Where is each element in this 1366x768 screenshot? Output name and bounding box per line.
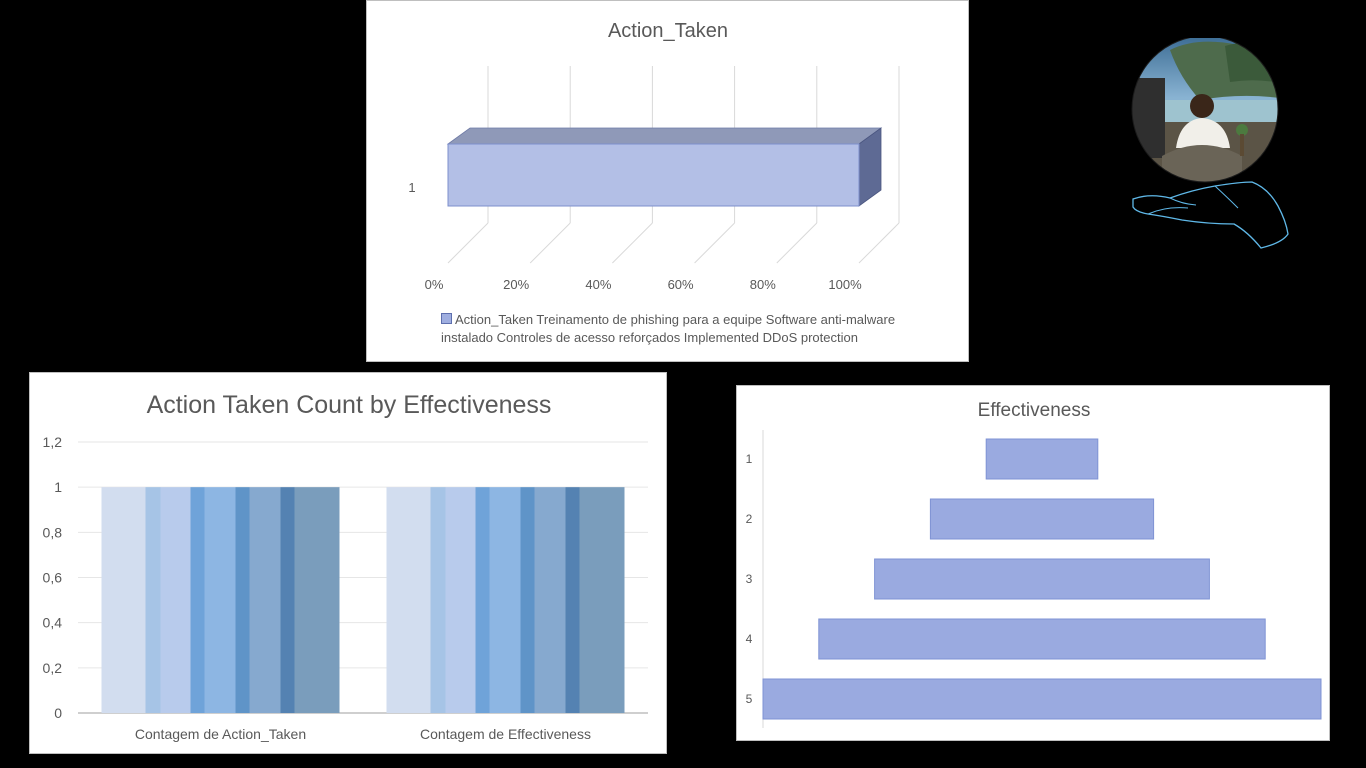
bar bbox=[445, 487, 476, 713]
effectiveness-funnel-chart-canvas: Effectiveness 1 2 3 4 5 bbox=[746, 400, 1322, 728]
effectiveness-count-chart-canvas: Action Taken Count by Effectiveness 0 0,2… bbox=[43, 391, 648, 742]
action-taken-chart-canvas: Action_Taken 0% 20% 40% 60% 80% 100% 1 bbox=[408, 20, 900, 292]
chart-title: Effectiveness bbox=[978, 400, 1091, 421]
x-tick-label: 40% bbox=[585, 277, 611, 292]
bar bbox=[386, 487, 431, 713]
avatar-photo bbox=[1132, 38, 1278, 182]
gridline bbox=[858, 222, 900, 264]
funnel-bar bbox=[929, 498, 1155, 540]
bar bbox=[475, 487, 490, 713]
bar bbox=[579, 487, 625, 713]
bar-top-face bbox=[446, 127, 883, 145]
gridline bbox=[529, 222, 571, 264]
x-category-label: Contagem de Effectiveness bbox=[420, 726, 591, 742]
bar bbox=[447, 143, 860, 207]
category-label: 5 bbox=[746, 692, 753, 706]
y-tick-label: 1 bbox=[54, 479, 62, 495]
x-category-label: Contagem de Action_Taken bbox=[135, 726, 306, 742]
funnel-bar bbox=[818, 618, 1266, 660]
y-tick-label: 0,8 bbox=[43, 524, 63, 540]
y-tick-label: 1,2 bbox=[43, 434, 63, 450]
bar bbox=[235, 487, 250, 713]
funnel-bar bbox=[874, 558, 1210, 600]
chart-legend: Action_Taken Treinamento de phishing par… bbox=[441, 311, 941, 347]
funnel-bar bbox=[762, 678, 1322, 720]
bar bbox=[249, 487, 281, 713]
x-tick-label: 80% bbox=[750, 277, 776, 292]
hand-outline-icon bbox=[1132, 181, 1289, 249]
bar bbox=[534, 487, 566, 713]
category-label: 3 bbox=[746, 572, 753, 586]
x-tick-label: 20% bbox=[503, 277, 529, 292]
avatar-graphic bbox=[1131, 35, 1289, 249]
gridline bbox=[447, 222, 489, 264]
funnel-bar bbox=[985, 438, 1099, 480]
bar bbox=[101, 487, 146, 713]
chart-title: Action_Taken bbox=[608, 20, 728, 42]
bar bbox=[430, 487, 446, 713]
gridline bbox=[694, 222, 735, 264]
x-tick-label: 0% bbox=[425, 277, 444, 292]
action-taken-chart: Action_Taken 0% 20% 40% 60% 80% 100% 1 Action… bbox=[366, 0, 969, 362]
bar bbox=[190, 487, 205, 713]
effectiveness-count-chart: Action Taken Count by Effectiveness 0 0,2… bbox=[29, 372, 667, 754]
y-tick-label: 0 bbox=[54, 705, 62, 721]
legend-label: Action_Taken Treinamento de phishing par… bbox=[441, 312, 896, 345]
y-tick-label: 0,4 bbox=[43, 615, 63, 631]
gridline bbox=[612, 222, 653, 264]
x-tick-label: 60% bbox=[668, 277, 694, 292]
bar bbox=[294, 487, 340, 713]
effectiveness-funnel-chart: Effectiveness 1 2 3 4 5 bbox=[736, 385, 1330, 741]
bar bbox=[565, 487, 580, 713]
hand-fingers-icon bbox=[1147, 185, 1239, 215]
chart-title: Action Taken Count by Effectiveness bbox=[147, 391, 552, 419]
category-label: 2 bbox=[746, 512, 753, 526]
bar bbox=[160, 487, 191, 713]
gridline bbox=[776, 222, 818, 264]
y-category-label: 1 bbox=[408, 180, 415, 195]
bar bbox=[204, 487, 236, 713]
y-tick-label: 0,6 bbox=[43, 570, 63, 586]
bar bbox=[280, 487, 295, 713]
bar bbox=[145, 487, 161, 713]
avatar bbox=[1130, 35, 1290, 253]
category-label: 1 bbox=[746, 452, 753, 466]
x-tick-label: 100% bbox=[828, 277, 862, 292]
bar bbox=[489, 487, 521, 713]
category-label: 4 bbox=[746, 632, 753, 646]
y-tick-label: 0,2 bbox=[43, 660, 63, 676]
bar bbox=[520, 487, 535, 713]
legend-swatch bbox=[441, 313, 452, 324]
